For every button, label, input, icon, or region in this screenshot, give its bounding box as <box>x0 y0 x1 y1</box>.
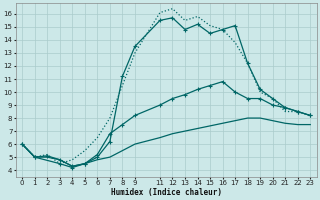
X-axis label: Humidex (Indice chaleur): Humidex (Indice chaleur) <box>111 188 222 197</box>
